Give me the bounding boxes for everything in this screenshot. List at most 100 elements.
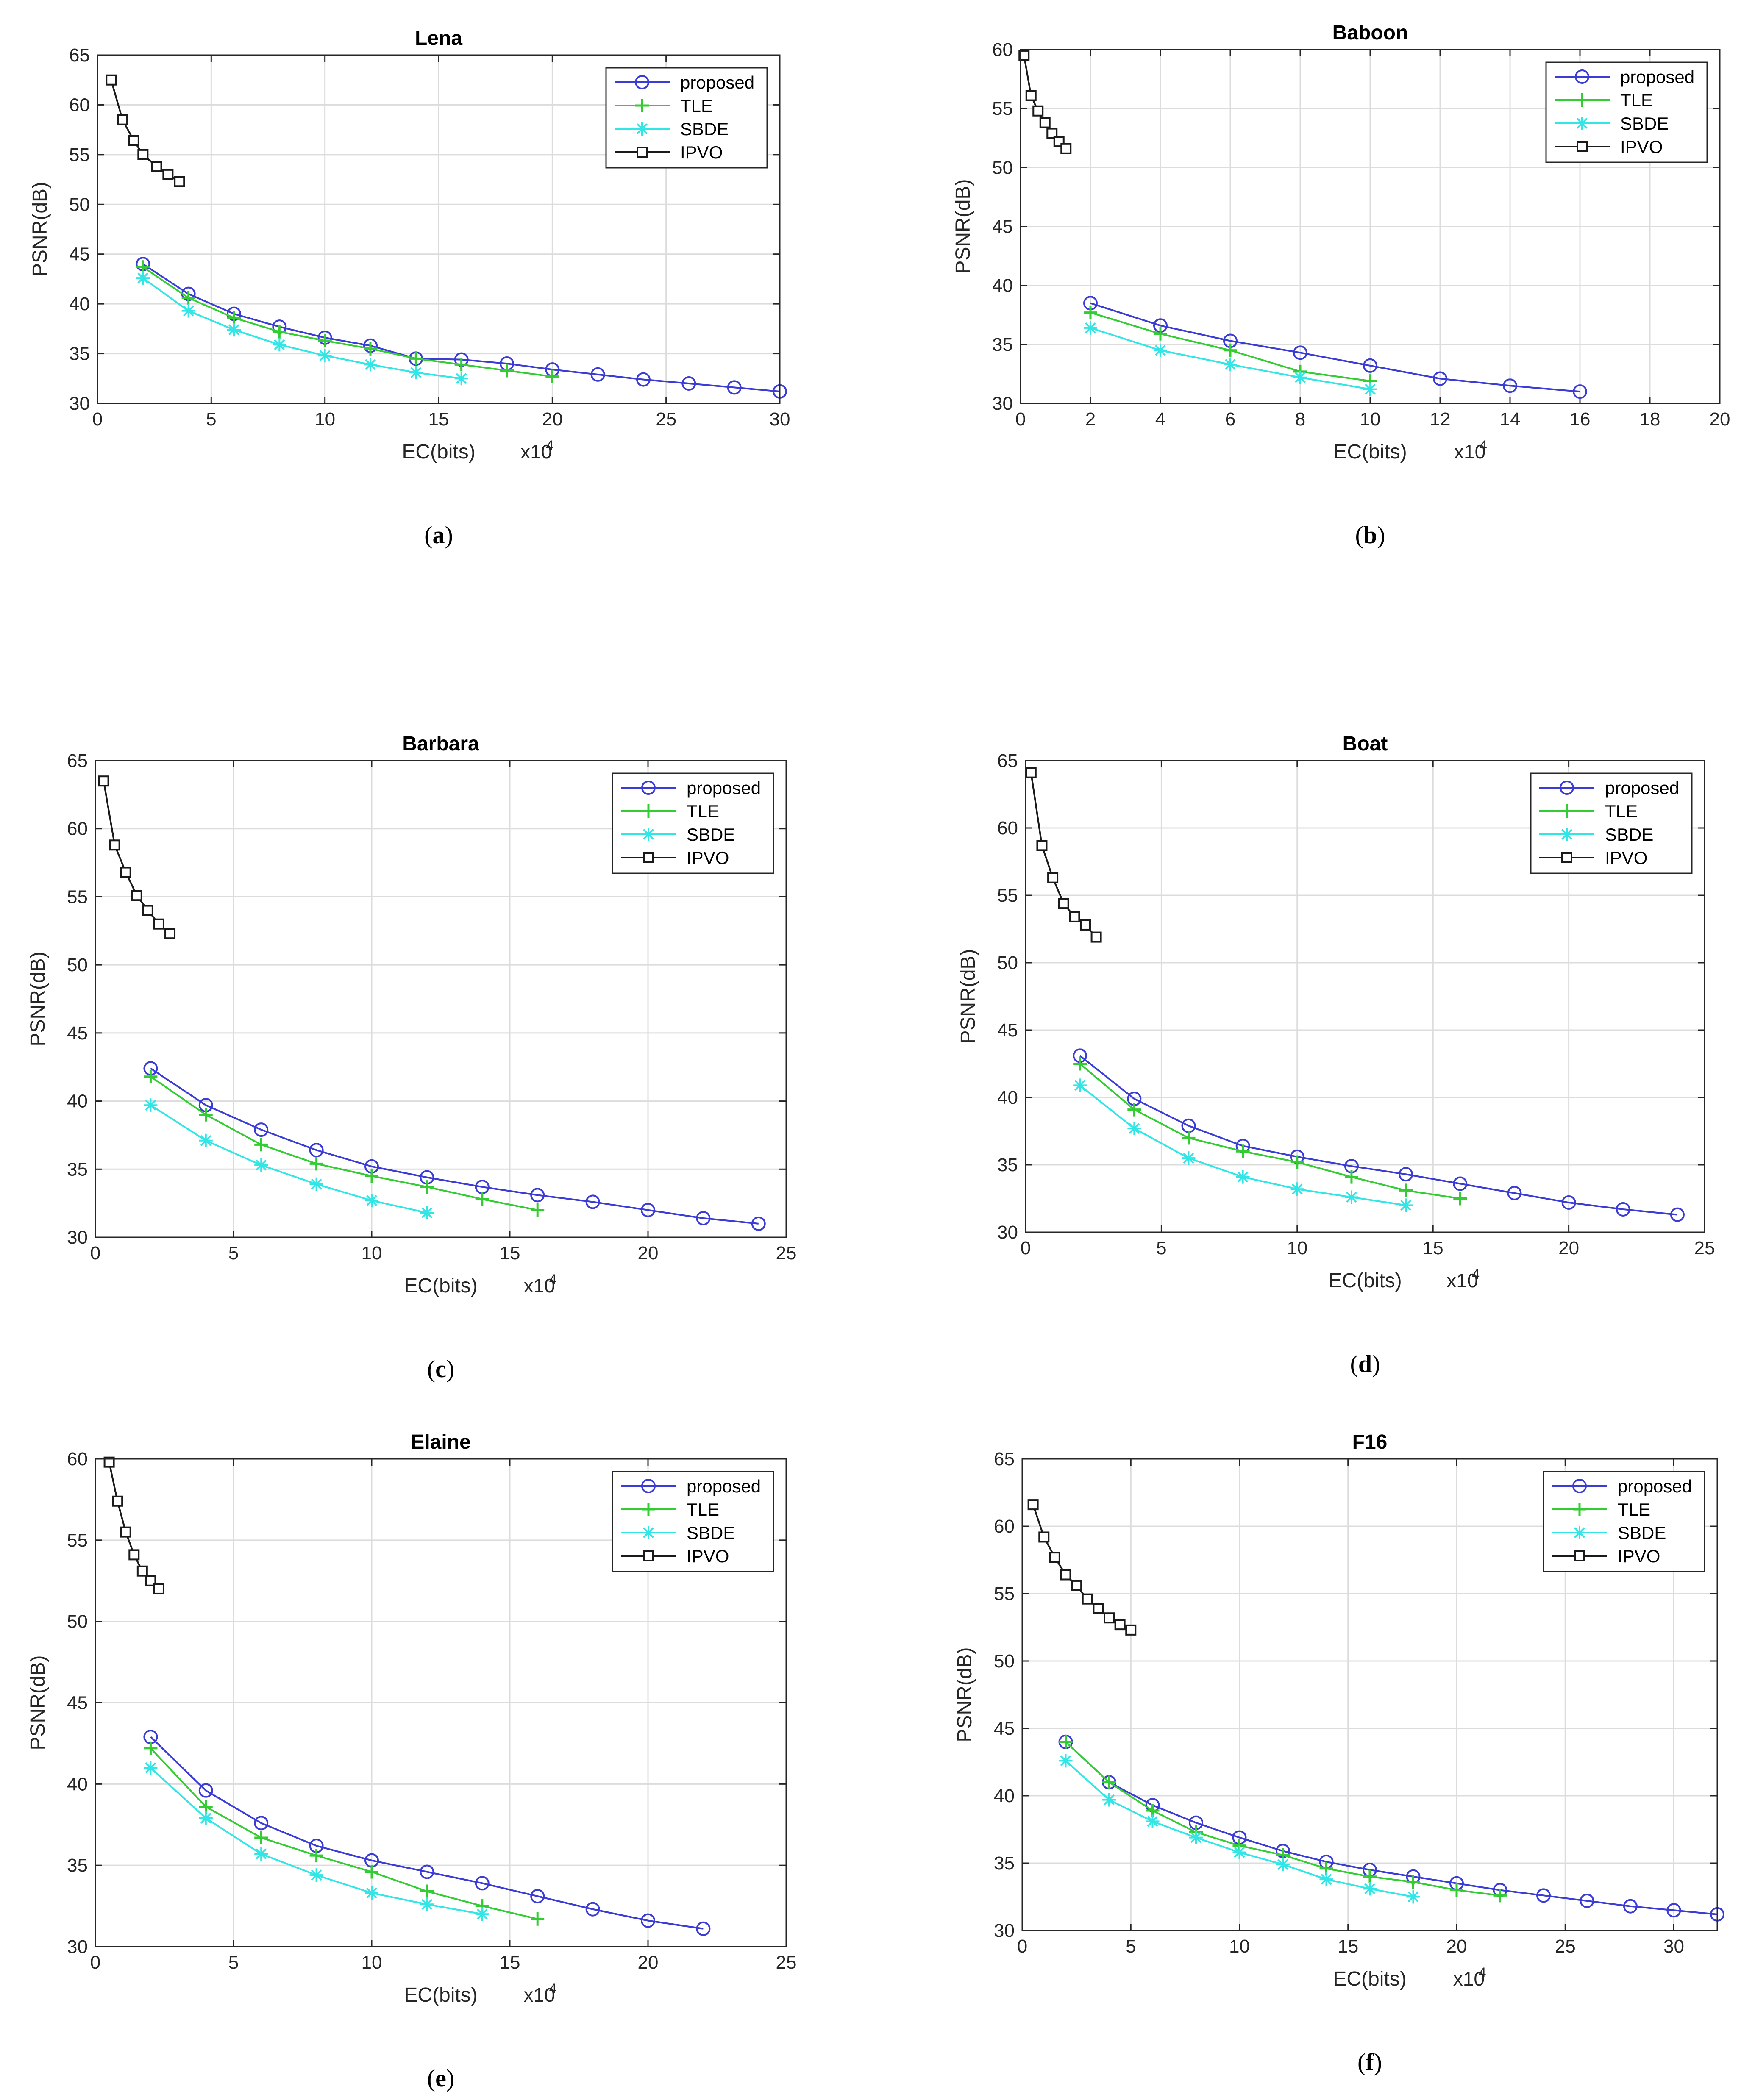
- data-point-sbde: [318, 349, 332, 363]
- x-tick-label: 20: [638, 1952, 659, 1973]
- data-point-ipvo: [1093, 1603, 1104, 1614]
- data-point-proposed: [530, 1889, 545, 1904]
- caption-close-paren: ): [1372, 1350, 1380, 1378]
- caption-text: (f): [1357, 2048, 1382, 2076]
- series-line-tle: [150, 1747, 538, 1920]
- data-point-ipvo: [1032, 105, 1044, 117]
- axes-box: [1025, 760, 1705, 1233]
- x-axis-label: EC(bits): [1328, 1269, 1402, 1292]
- data-point-tle: [364, 342, 377, 356]
- legend-marker-tle: [1575, 93, 1589, 107]
- legend-marker-proposed: [635, 75, 649, 89]
- caption-open-paren: (: [424, 521, 432, 549]
- x-tick-label: 6: [1225, 409, 1235, 430]
- x-tick-label: 15: [500, 1243, 520, 1264]
- data-point-ipvo: [1027, 1499, 1039, 1511]
- y-tick-label: 50: [67, 955, 88, 975]
- caption-letter: e: [435, 2064, 446, 2092]
- data-point-tle: [1073, 1057, 1087, 1071]
- legend-label-ipvo: IPVO: [687, 1546, 729, 1566]
- data-point-proposed: [254, 1122, 269, 1137]
- data-point-ipvo: [1038, 1531, 1050, 1543]
- y-tick-label: 30: [994, 1920, 1015, 1941]
- caption-letter: f: [1366, 2048, 1374, 2076]
- y-tick-label: 65: [69, 45, 90, 66]
- data-point-ipvo: [153, 1583, 164, 1594]
- data-point-proposed: [1363, 358, 1377, 373]
- data-point-sbde: [1232, 1845, 1246, 1859]
- data-point-sbde: [309, 1868, 323, 1882]
- series-line-sbde: [150, 1104, 427, 1214]
- data-point-proposed: [1623, 1899, 1638, 1914]
- y-tick-label: 45: [67, 1693, 88, 1714]
- subfigure-caption: (a): [424, 521, 453, 549]
- legend-marker-sbde: [642, 1526, 655, 1539]
- legend-marker-ipvo: [1574, 1550, 1585, 1561]
- chart-lena: 0 5 10 15 20 25 30 30 35 40 45 50 55 60 65 Lena EC(bits)…: [29, 27, 790, 549]
- x-tick-label: 10: [362, 1243, 382, 1264]
- data-point-sbde: [136, 271, 150, 285]
- subfigure-caption: (b): [1355, 521, 1385, 549]
- caption-close-paren: ): [446, 1355, 454, 1383]
- data-point-sbde: [199, 1133, 213, 1147]
- chart-barbara: 0 5 10 15 20 25 30 35 40 45 50 55 60 65 Barbara EC(bits…: [27, 733, 796, 1383]
- y-tick-label: 55: [67, 886, 88, 907]
- caption-close-paren: ): [446, 2064, 454, 2092]
- data-point-proposed: [530, 1188, 545, 1203]
- data-point-tle: [1453, 1192, 1467, 1206]
- y-tick-label: 45: [994, 1718, 1015, 1739]
- data-point-tle: [1344, 1170, 1358, 1184]
- legend-marker-proposed: [641, 781, 656, 795]
- x-tick-label: 4: [1155, 409, 1165, 430]
- x-tick-label: 16: [1570, 409, 1591, 430]
- x-tick-label: 2: [1085, 409, 1096, 430]
- data-point-sbde: [1363, 382, 1377, 396]
- data-point-proposed: [727, 380, 742, 395]
- data-point-sbde: [1127, 1122, 1141, 1136]
- data-point-tle: [1084, 306, 1097, 319]
- x-multiplier: x10: [524, 1275, 555, 1297]
- legend-marker-tle: [642, 804, 655, 818]
- legend-label-sbde: SBDE: [687, 1523, 735, 1543]
- x-tick-label: 25: [1555, 1936, 1576, 1957]
- y-axis-label: PSNR(dB): [954, 1647, 976, 1742]
- x-multiplier-exponent: 4: [1479, 1965, 1486, 1980]
- x-tick-label: 5: [1126, 1936, 1136, 1957]
- legend-marker-proposed: [641, 1479, 656, 1493]
- data-point-proposed: [1433, 371, 1447, 386]
- subfigure-caption: (d): [1350, 1350, 1380, 1378]
- y-tick-label: 65: [994, 1449, 1015, 1469]
- data-point-tle: [1450, 1883, 1463, 1897]
- data-point-tle: [144, 1741, 158, 1755]
- y-tick-label: 40: [67, 1091, 88, 1112]
- x-tick-label: 20: [1710, 409, 1730, 430]
- series-line-tle: [150, 1076, 538, 1211]
- chart-title: Lena: [415, 27, 462, 50]
- y-tick-label: 60: [994, 1516, 1015, 1537]
- data-point-ipvo: [98, 775, 109, 787]
- legend-marker-sbde: [1575, 117, 1589, 130]
- data-point-tle: [1290, 1155, 1304, 1169]
- data-point-tle: [181, 291, 195, 305]
- series-line-proposed: [150, 1067, 759, 1225]
- data-point-tle: [1493, 1889, 1507, 1903]
- legend-marker-ipvo: [1561, 852, 1572, 863]
- data-point-sbde: [420, 1206, 434, 1220]
- data-point-tle: [227, 311, 241, 325]
- x-axis-label: EC(bits): [404, 1275, 477, 1297]
- data-point-tle: [1236, 1144, 1250, 1158]
- legend-label-sbde: SBDE: [1618, 1523, 1666, 1543]
- y-tick-label: 40: [992, 275, 1013, 296]
- legend-marker-ipvo: [637, 147, 648, 158]
- legend-box: [1543, 1471, 1705, 1572]
- y-axis-label: PSNR(dB): [957, 949, 979, 1044]
- data-point-tle: [309, 1849, 323, 1863]
- data-point-sbde: [1236, 1170, 1250, 1184]
- data-point-proposed: [1573, 384, 1587, 399]
- data-point-sbde: [1224, 358, 1237, 372]
- y-tick-label: 55: [992, 98, 1013, 119]
- y-tick-label: 50: [994, 1651, 1015, 1672]
- data-point-ipvo: [1047, 872, 1059, 883]
- data-point-ipvo: [1125, 1624, 1137, 1636]
